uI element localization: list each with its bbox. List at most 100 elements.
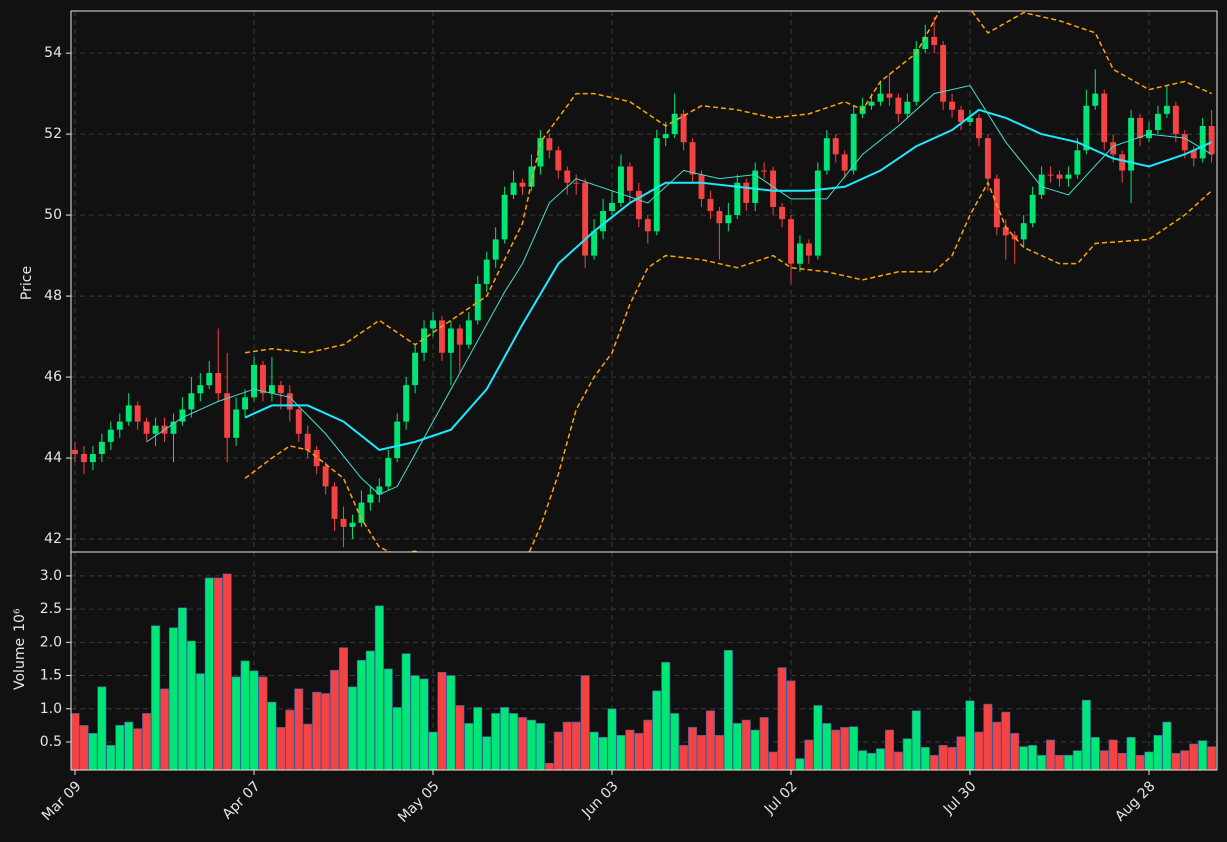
candle-body	[224, 393, 231, 438]
volume-bar	[580, 675, 590, 770]
volume-bar	[714, 735, 724, 770]
volume-bar	[884, 729, 894, 770]
volume-bar	[616, 735, 626, 770]
volume-bar	[723, 650, 733, 770]
candle-body	[1163, 105, 1170, 114]
candle-body	[403, 385, 410, 422]
candle-body	[626, 166, 633, 191]
candle-body	[501, 194, 508, 240]
candle-body	[635, 190, 642, 220]
volume-bar	[679, 744, 689, 770]
candle-body	[242, 397, 249, 410]
volume-bar	[974, 731, 984, 770]
candle-body	[1074, 150, 1081, 175]
candle-body	[823, 138, 830, 171]
volume-bar	[1010, 733, 1020, 770]
volume-bar	[204, 577, 214, 770]
volume-bar	[1046, 739, 1056, 770]
candle-body	[134, 405, 141, 422]
volume-bar	[168, 627, 178, 770]
volume-bar	[1072, 750, 1082, 770]
candle-body	[734, 182, 741, 216]
candle-body	[268, 385, 275, 394]
candle-body	[609, 202, 615, 212]
volume-bar	[285, 709, 295, 770]
candle-body	[850, 113, 857, 171]
candle-body	[421, 328, 428, 353]
volume-bar	[231, 676, 241, 770]
candle-body	[841, 154, 848, 171]
volume-bar	[1019, 746, 1029, 770]
volume-bar	[473, 707, 483, 770]
volume-bar	[992, 721, 1002, 770]
candle-body	[922, 36, 929, 50]
candle-body	[546, 138, 553, 151]
candle-body	[537, 138, 544, 167]
candle-body	[474, 283, 481, 321]
candle-body	[81, 454, 87, 463]
volume-bar	[106, 744, 116, 770]
candle-body	[680, 113, 687, 143]
volume-bar	[535, 723, 545, 770]
volume-bar	[186, 640, 196, 770]
volume-bar	[929, 754, 939, 770]
volume-bar	[1117, 752, 1127, 770]
candle-body	[555, 150, 562, 171]
candle-body	[1128, 117, 1135, 171]
candle-body	[465, 320, 472, 345]
volume-bar	[419, 678, 429, 770]
volume-bar	[1189, 743, 1199, 770]
volume-bar	[222, 573, 232, 770]
candle-body	[770, 170, 777, 207]
candle-body	[1199, 126, 1206, 159]
volume-bar	[303, 723, 313, 770]
candle-body	[72, 449, 78, 455]
candle-body	[689, 142, 696, 175]
volume-tick-label: 0.5	[40, 734, 62, 750]
candle-body	[573, 182, 580, 184]
candle-body	[671, 113, 678, 135]
volume-bar	[571, 721, 581, 770]
candle-body	[233, 409, 240, 438]
volume-bar	[965, 700, 975, 770]
volume-bar	[688, 727, 698, 770]
volume-bar	[464, 723, 474, 770]
candle-body	[1208, 126, 1215, 155]
candle-body	[376, 486, 383, 495]
volume-bar	[1063, 754, 1073, 770]
volume-bar	[383, 668, 393, 770]
volume-bar	[1108, 739, 1118, 770]
volume-bar	[1126, 737, 1136, 770]
volume-bar	[1135, 754, 1145, 770]
volume-bar	[607, 708, 617, 770]
volume-bar	[124, 721, 134, 770]
volume-bar	[553, 731, 563, 770]
volume-bar	[920, 746, 930, 770]
candle-body	[716, 211, 723, 224]
candle-body	[277, 385, 284, 394]
candle-body	[152, 425, 159, 434]
volume-bar	[177, 607, 187, 770]
candle-body	[1083, 105, 1090, 151]
volume-bar	[867, 752, 877, 770]
candle-body	[1038, 174, 1045, 195]
volume-bar	[1028, 744, 1038, 770]
volume-bar	[795, 758, 805, 770]
candle-body	[447, 328, 454, 353]
volume-bar	[518, 717, 528, 770]
volume-bar	[410, 675, 420, 770]
volume-bar	[875, 748, 886, 770]
volume-bar	[1001, 711, 1011, 770]
volume-scale: 10⁶	[12, 608, 28, 632]
candle-body	[385, 458, 392, 487]
volume-bar	[652, 690, 662, 770]
volume-tick-label: 2.5	[40, 601, 62, 617]
candle-body	[1172, 105, 1179, 135]
candle-body	[439, 320, 445, 353]
volume-bar	[115, 725, 125, 770]
volume-bar	[893, 751, 903, 770]
volume-bar	[356, 659, 366, 770]
candle-body	[725, 215, 732, 224]
